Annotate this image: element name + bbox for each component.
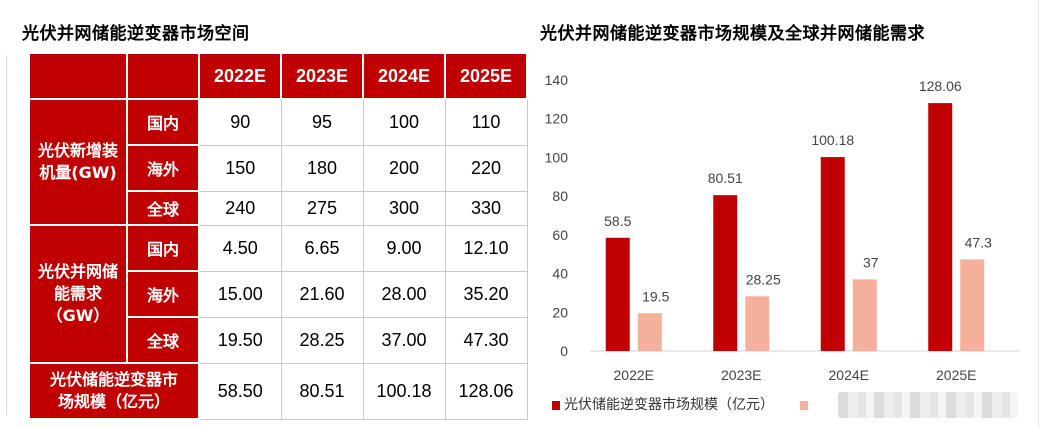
table-cell: 15.00 — [198, 270, 282, 318]
data-label: 100.18 — [811, 132, 854, 148]
header-empty-cell-2 — [126, 52, 200, 100]
bar-chart: 0 20 40 60 80 100 120 140 58.5 19.5 2022E 80.51 28.2… — [545, 72, 1020, 383]
y-tick-label: 140 — [545, 72, 569, 88]
group-label-installed: 光伏新增装 机量(GW) — [28, 98, 128, 226]
bar — [960, 259, 985, 351]
x-tick-label: 2023E — [721, 367, 761, 383]
legend-swatch — [552, 401, 560, 410]
table-header-row: 2022E 2023E 2024E 2025E — [28, 52, 528, 100]
region-label: 全球 — [126, 316, 200, 364]
table-cell: 128.06 — [444, 362, 528, 420]
table-cell: 6.65 — [280, 224, 364, 272]
group-label-line: 能需求 — [53, 284, 102, 303]
bar — [637, 313, 662, 351]
table-cell: 28.00 — [362, 270, 446, 318]
group-label-line: （GW） — [46, 306, 110, 325]
market-label-line: 场规模（亿元） — [57, 392, 170, 411]
x-tick-label: 2025E — [936, 367, 976, 383]
table-row: 海外 150 180 200 220 — [29, 144, 528, 192]
bar — [852, 279, 877, 351]
region-label: 海外 — [126, 144, 200, 192]
year-header: 2025E — [444, 52, 528, 100]
year-header: 2024E — [362, 52, 446, 100]
table-cell: 100 — [362, 98, 446, 146]
region-label: 国内 — [126, 224, 200, 272]
y-tick-label: 20 — [552, 304, 568, 320]
year-header: 2022E — [198, 52, 282, 100]
data-label: 128.06 — [919, 78, 962, 94]
data-label: 47.3 — [965, 234, 992, 250]
x-tick-label: 2022E — [614, 367, 654, 383]
y-tick-label: 0 — [560, 343, 568, 359]
bar — [713, 195, 738, 351]
region-label: 国内 — [126, 98, 200, 146]
data-label: 58.5 — [604, 213, 631, 229]
region-label: 全球 — [126, 190, 200, 226]
legend-label: 光伏储能逆变器市场规模（亿元） — [564, 397, 774, 413]
table-cell: 150 — [198, 144, 282, 192]
market-space-table: 2022E 2023E 2024E 2025E 光伏新增装 机量(GW) 国内 … — [28, 52, 528, 420]
header-empty-cell-1 — [28, 52, 128, 100]
table-cell: 220 — [444, 144, 528, 192]
group-label-storage-demand: 光伏并网储 能需求 （GW） — [28, 224, 128, 364]
table-cell: 12.10 — [444, 224, 528, 272]
table-cell: 180 — [280, 144, 364, 192]
table-cell: 200 — [362, 144, 446, 192]
table-cell: 110 — [444, 98, 528, 146]
table-cell: 300 — [362, 190, 446, 226]
region-label: 海外 — [126, 270, 200, 318]
group-label-line: 光伏新增装 — [37, 141, 118, 160]
table-cell: 330 — [444, 190, 528, 226]
y-tick-label: 40 — [552, 266, 568, 282]
bar — [820, 157, 845, 351]
table-row: 光伏新增装 机量(GW) 国内 90 95 100 110 — [28, 98, 528, 226]
bar — [745, 296, 770, 351]
legend-swatch — [800, 401, 809, 410]
blurred-watermark — [838, 392, 1018, 418]
group-label-line: 机量(GW) — [39, 163, 117, 182]
chart-title: 光伏并网储能逆变器市场规模及全球并网储能需求 — [540, 24, 925, 44]
data-label: 28.25 — [746, 271, 781, 287]
table-cell: 37.00 — [362, 316, 446, 364]
data-label: 19.5 — [642, 288, 669, 304]
right-border — [1038, 0, 1039, 427]
y-tick-label: 60 — [552, 227, 568, 243]
table-cell: 4.50 — [198, 224, 282, 272]
table-cell: 95 — [280, 98, 364, 146]
table-row: 全球 240 275 300 330 — [29, 190, 528, 226]
table-cell: 21.60 — [280, 270, 364, 318]
data-label: 37 — [863, 254, 879, 270]
table-row: 光伏并网储 能需求 （GW） 国内 4.50 6.65 9.00 12.10 — [28, 224, 528, 364]
table-row: 全球 19.50 28.25 37.00 47.30 — [29, 316, 528, 364]
bar — [928, 103, 953, 351]
table-cell: 275 — [280, 190, 364, 226]
group-label-line: 光伏并网储 — [37, 262, 118, 281]
y-tick-label: 80 — [552, 188, 568, 204]
chart-legend: 光伏储能逆变器市场规模（亿元） — [552, 394, 809, 414]
x-tick-label: 2024E — [829, 367, 869, 383]
table-cell: 100.18 — [362, 362, 446, 420]
market-size-row: 光伏储能逆变器市 场规模（亿元） 58.50 80.51 100.18 128.… — [28, 362, 528, 420]
left-border — [6, 55, 7, 415]
table-cell: 90 — [198, 98, 282, 146]
table-cell: 9.00 — [362, 224, 446, 272]
table-cell: 28.25 — [280, 316, 364, 364]
table-cell: 35.20 — [444, 270, 528, 318]
bar — [605, 237, 630, 351]
market-size-label: 光伏储能逆变器市 场规模（亿元） — [28, 362, 200, 420]
table-cell: 58.50 — [198, 362, 282, 420]
table-cell: 240 — [198, 190, 282, 226]
market-label-line: 光伏储能逆变器市 — [49, 370, 178, 389]
table-title: 光伏并网储能逆变器市场空间 — [22, 24, 250, 44]
year-header: 2023E — [280, 52, 364, 100]
y-tick-label: 100 — [545, 149, 569, 165]
table-row: 海外 15.00 21.60 28.00 35.20 — [29, 270, 528, 318]
table-cell: 19.50 — [198, 316, 282, 364]
table-cell: 47.30 — [444, 316, 528, 364]
y-tick-label: 120 — [545, 111, 569, 127]
data-label: 80.51 — [708, 170, 743, 186]
table-cell: 80.51 — [280, 362, 364, 420]
